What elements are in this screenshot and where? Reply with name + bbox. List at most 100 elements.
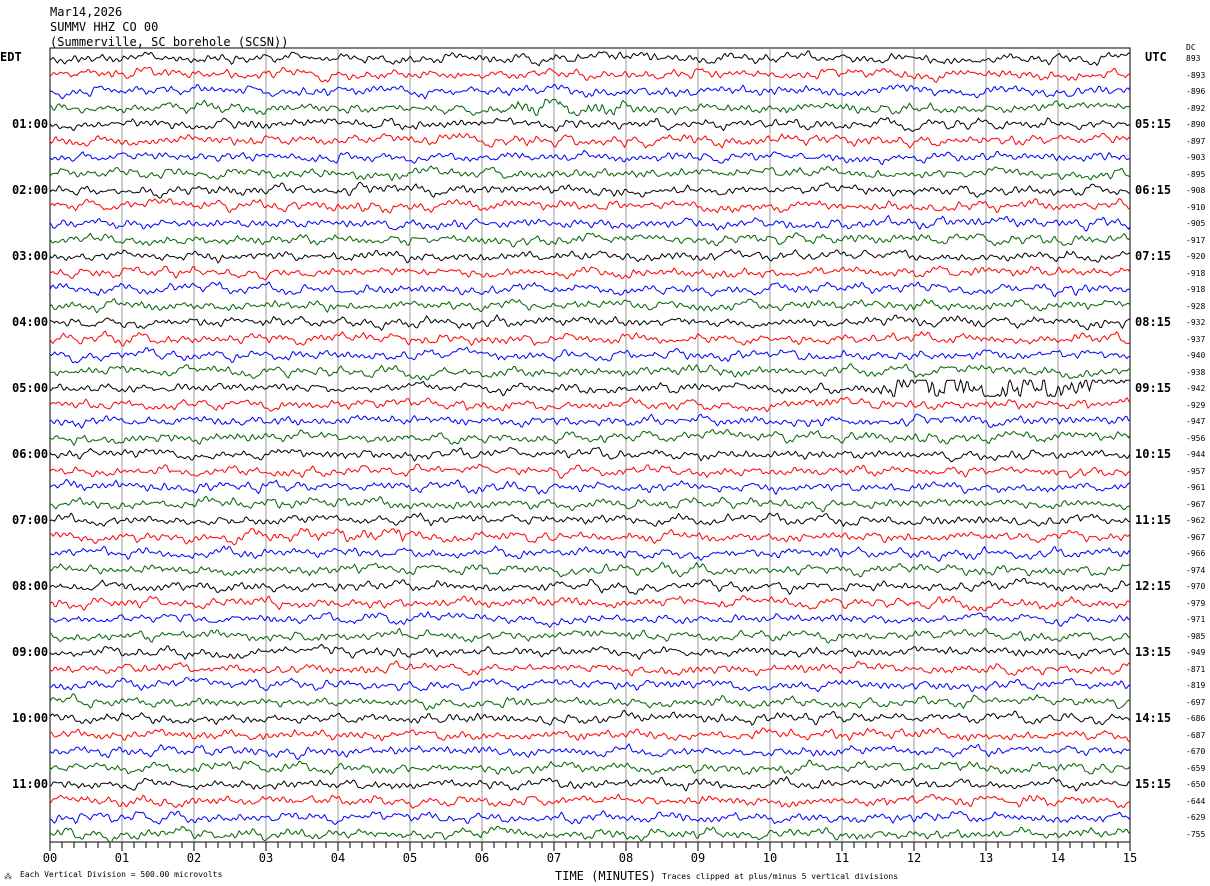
x-tick-label: 04 (331, 851, 345, 865)
dc-offset-label: -962 (1186, 516, 1206, 526)
seismic-trace (49, 643, 1131, 661)
dc-offset-label: -938 (1186, 367, 1206, 377)
dc-offset-label: 893 (1186, 54, 1201, 63)
dc-offset-label: -905 (1186, 219, 1206, 229)
seismic-trace (49, 346, 1131, 364)
dc-offset-label: -920 (1186, 252, 1206, 262)
x-tick-label: 01 (115, 851, 129, 865)
seismic-trace (49, 742, 1131, 760)
seismic-trace (49, 775, 1131, 792)
x-tick-label: 08 (619, 851, 633, 865)
seismic-trace (49, 98, 1131, 116)
dc-offset-label: -985 (1186, 631, 1206, 641)
right-hour-label: 15:15 (1135, 777, 1172, 792)
dc-offset-label: -932 (1186, 318, 1206, 328)
dc-offset-label: -650 (1186, 780, 1206, 790)
right-hour-label: 11:15 (1135, 513, 1172, 528)
dc-offset-label: -871 (1186, 664, 1206, 674)
seismic-trace (49, 396, 1131, 413)
seismic-trace (49, 594, 1131, 612)
x-tick-label: 05 (403, 851, 417, 865)
dc-offset-label: -670 (1186, 747, 1206, 757)
seismic-trace (49, 610, 1131, 629)
dc-offset-label: -917 (1186, 235, 1206, 245)
x-axis-label: TIME (MINUTES) (555, 869, 657, 883)
seismic-trace (49, 298, 1131, 314)
dc-label: DC (1186, 43, 1196, 52)
left-timezone-label: EDT (0, 50, 22, 64)
dc-offset-label: -942 (1186, 384, 1206, 394)
left-hour-label: 02:00 (12, 183, 49, 198)
seismic-trace (49, 314, 1131, 332)
seismic-trace (49, 117, 1131, 133)
seismic-trace (49, 561, 1131, 578)
right-hour-label: 06:15 (1135, 183, 1172, 198)
seismic-trace (49, 330, 1131, 347)
right-hour-label: 09:15 (1135, 381, 1172, 396)
left-hour-label: 11:00 (12, 777, 49, 792)
dc-offset-label: -961 (1186, 483, 1206, 493)
dc-offset-label: -629 (1186, 813, 1206, 823)
left-hour-label: 06:00 (12, 447, 49, 462)
dc-offset-label: -697 (1186, 697, 1206, 707)
scale-note: Each Vertical Division = 500.00 microvol… (20, 870, 223, 879)
plot-frame (49, 47, 1131, 843)
seismic-trace (49, 50, 1131, 67)
left-hour-label: 01:00 (12, 117, 49, 132)
seismic-trace (49, 463, 1131, 480)
seismic-trace (49, 165, 1131, 182)
x-tick-label: 06 (475, 851, 489, 865)
dc-offset-label: -918 (1186, 285, 1206, 295)
clip-note: Traces clipped at plus/minus 5 vertical … (662, 872, 899, 881)
seismic-trace (49, 281, 1131, 298)
seismic-trace (49, 265, 1131, 281)
seismic-trace (49, 378, 1130, 398)
right-hour-label: 08:15 (1135, 315, 1172, 330)
dc-offset-label: -974 (1186, 565, 1206, 575)
seismic-trace (49, 825, 1131, 843)
seismic-trace (49, 83, 1131, 100)
seismic-trace (49, 181, 1130, 199)
seismic-trace (49, 132, 1131, 149)
seismic-trace (49, 810, 1131, 826)
dc-offset-label: -928 (1186, 301, 1206, 311)
seismic-trace (49, 727, 1131, 742)
left-hour-label: 04:00 (12, 315, 49, 330)
station-name: SUMMV HHZ CO 00 (50, 20, 159, 34)
left-hour-label: 09:00 (12, 645, 49, 660)
seismic-trace (49, 232, 1131, 248)
seismic-trace (49, 248, 1131, 264)
right-hour-label: 13:15 (1135, 645, 1172, 660)
seismic-trace (49, 627, 1131, 644)
seismic-trace (49, 447, 1131, 463)
seismic-trace (49, 478, 1131, 496)
dc-offset-label: -908 (1186, 186, 1206, 196)
seismic-trace (49, 693, 1131, 711)
x-tick-label: 00 (43, 851, 57, 865)
right-hour-label: 05:15 (1135, 117, 1172, 132)
left-hour-label: 08:00 (12, 579, 49, 594)
x-tick-label: 12 (907, 851, 921, 865)
seismic-trace (49, 759, 1131, 776)
right-timezone-label: UTC (1145, 50, 1167, 64)
dc-offset-label: -892 (1186, 103, 1206, 113)
seismic-trace (49, 709, 1131, 726)
seismic-trace (49, 660, 1131, 677)
seismic-trace (49, 66, 1131, 83)
dc-offset-label: -910 (1186, 202, 1206, 212)
dc-offset-label: -956 (1186, 433, 1206, 443)
left-hour-label: 10:00 (12, 711, 49, 726)
x-tick-label: 15 (1123, 851, 1137, 865)
dc-offset-label: -644 (1186, 796, 1206, 806)
dc-offset-label: -967 (1186, 532, 1206, 542)
dc-offset-label: -970 (1186, 582, 1206, 592)
left-hour-label: 05:00 (12, 381, 49, 396)
x-tick-label: 09 (691, 851, 705, 865)
dc-offset-label: -687 (1186, 730, 1206, 740)
right-hour-label: 07:15 (1135, 249, 1172, 264)
x-tick-label: 10 (763, 851, 777, 865)
dc-offset-label: -929 (1186, 400, 1206, 410)
scale-icon: ⁂ (4, 872, 12, 881)
seismic-trace (49, 413, 1131, 429)
